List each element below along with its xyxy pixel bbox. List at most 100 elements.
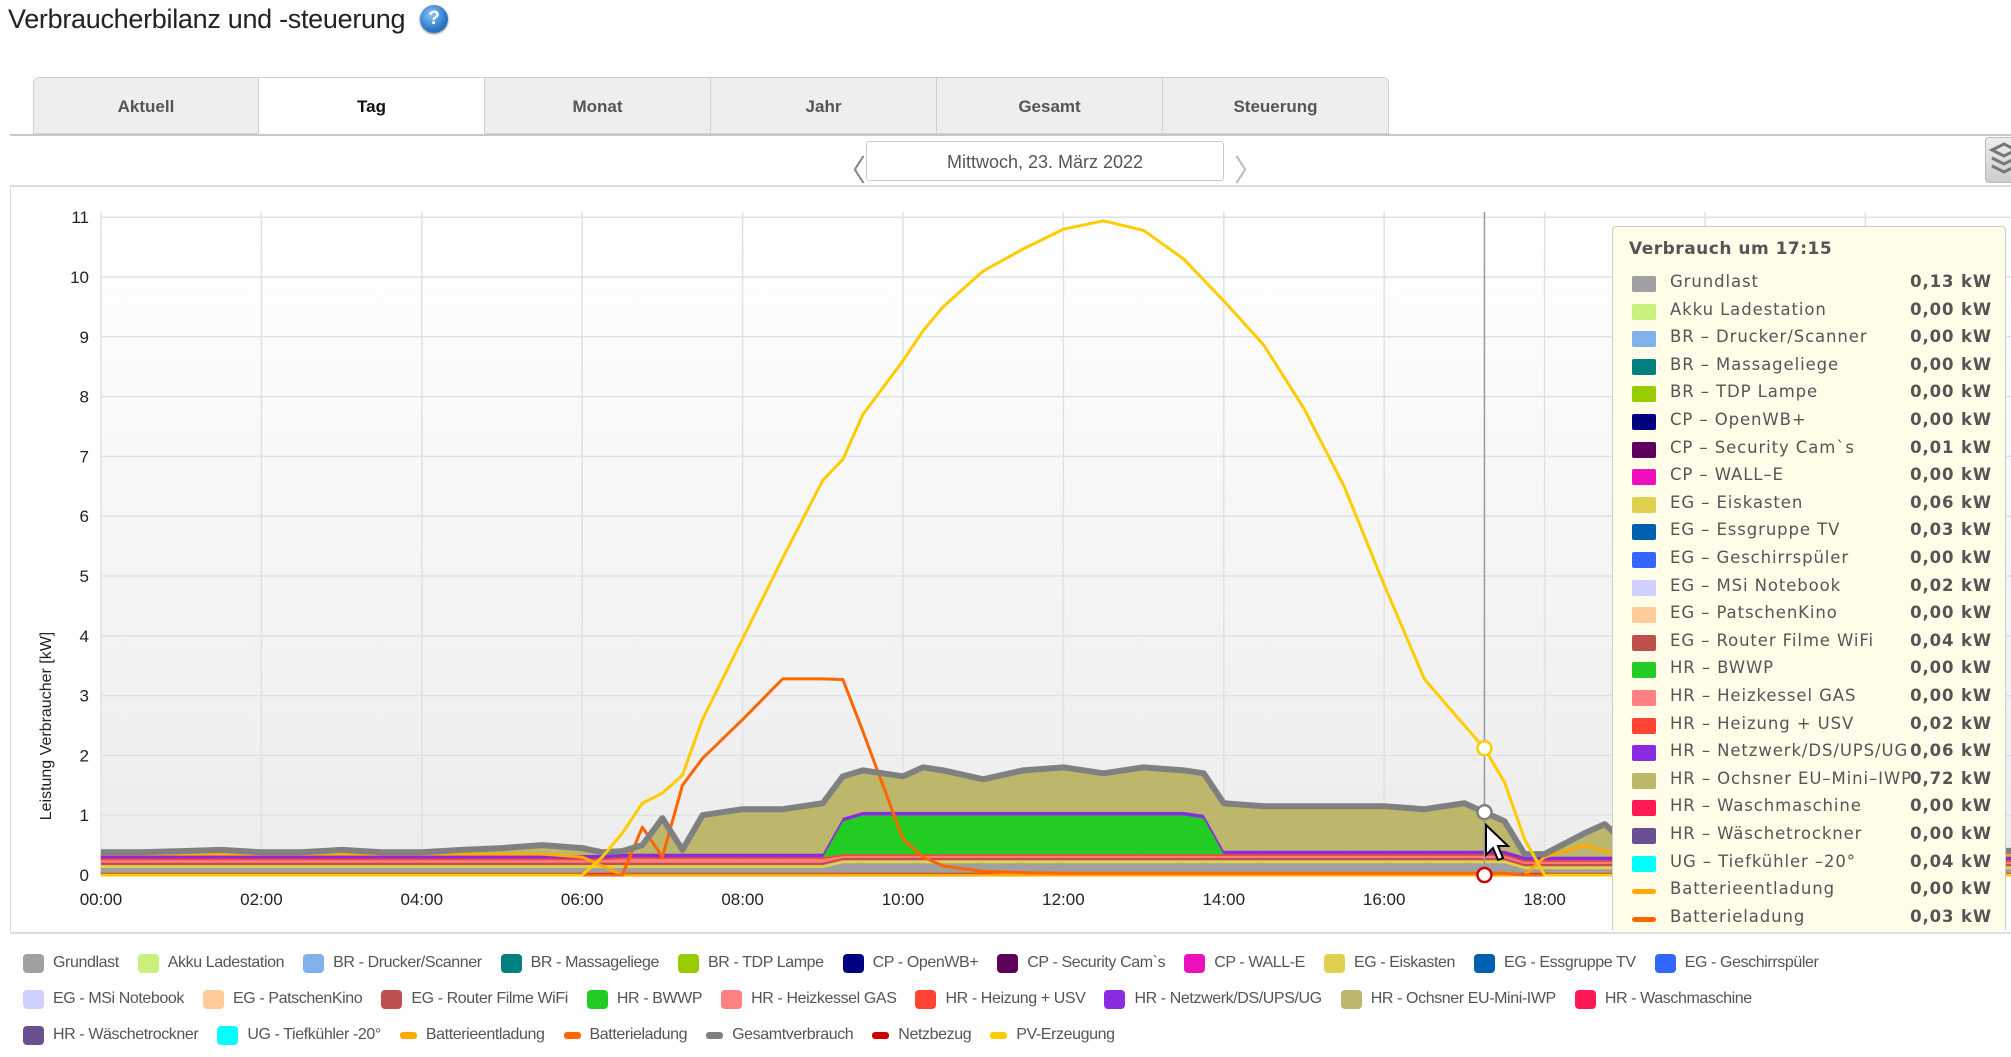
series-name: Batterieentladung xyxy=(1670,879,1835,899)
legend-item[interactable]: BR - TDP Lampe xyxy=(678,953,824,973)
tooltip-row: EG – Geschirrspüler 0,00 kW xyxy=(1632,548,1992,572)
legend-item[interactable]: HR - Waschmaschine xyxy=(1574,989,1752,1009)
series-value: 0,00 kW xyxy=(1910,548,1992,567)
legend-item[interactable]: HR - Heizkessel GAS xyxy=(721,989,897,1009)
series-name: CP – WALL–E xyxy=(1670,465,1784,485)
series-name: CP – OpenWB+ xyxy=(1670,410,1807,429)
series-swatch xyxy=(1632,496,1656,513)
legend-item[interactable]: EG - Router Filme WiFi xyxy=(381,989,568,1009)
legend-item[interactable]: HR - BWWP xyxy=(586,989,703,1009)
legend-label: PV-Erzeugung xyxy=(1016,1026,1115,1043)
tooltip-row: EG – PatschenKino 0,00 kW xyxy=(1632,603,1992,627)
tab-jahr[interactable]: Jahr xyxy=(711,77,937,134)
series-swatch xyxy=(1632,772,1656,789)
series-swatch xyxy=(1632,441,1656,458)
series-name: Grundlast xyxy=(1670,272,1759,291)
tooltip-row: HR – BWWP 0,00 kW xyxy=(1632,658,1992,682)
legend-item[interactable]: HR - Wäschetrockner xyxy=(23,1025,199,1045)
series-swatch xyxy=(1632,717,1656,734)
series-value: 0,00 kW xyxy=(1910,603,1992,623)
legend-item[interactable]: UG - Tiefkühler -20° xyxy=(217,1025,381,1045)
series-value: 0,06 kW xyxy=(1910,492,1992,512)
tooltip-row: HR – Heizung + USV 0,02 kW xyxy=(1632,714,1992,738)
series-value: 0,13 kW xyxy=(1910,272,1992,291)
tab-gesamt[interactable]: Gesamt xyxy=(937,77,1163,134)
series-name: EG – Eiskasten xyxy=(1670,492,1804,512)
tooltip-row: HR – Ochsner EU–Mini–IWP 0,72 kW xyxy=(1632,769,1992,793)
series-value: 0,02 kW xyxy=(1910,713,1992,733)
series-name: HR – Waschmaschine xyxy=(1670,796,1862,816)
series-name: HR – Heizkessel GAS xyxy=(1670,686,1857,705)
tooltip-row: EG – Eiskasten 0,06 kW xyxy=(1632,493,1992,517)
y-tick-label: 11 xyxy=(71,208,89,227)
legend-item[interactable]: EG - Eiskasten xyxy=(1323,953,1455,973)
y-axis-label: Leistung Verbraucher [kW] xyxy=(38,631,55,821)
legend-swatch xyxy=(706,1031,724,1039)
legend-label: Grundlast xyxy=(53,954,119,971)
tab-tag[interactable]: Tag xyxy=(259,77,485,134)
tooltip-row: EG – Router Filme WiFi 0,04 kW xyxy=(1632,631,1992,655)
tab-steuerung[interactable]: Steuerung xyxy=(1163,77,1389,134)
mouse-cursor-icon xyxy=(1485,823,1511,862)
series-swatch xyxy=(1632,386,1656,403)
legend-item[interactable]: EG - MSi Notebook xyxy=(23,989,184,1009)
tab-aktuell[interactable]: Aktuell xyxy=(33,77,259,134)
series-value: 0,00 kW xyxy=(1910,410,1992,429)
y-tick-label: 0 xyxy=(80,866,89,885)
line-batterieentladung xyxy=(101,843,2011,877)
prev-day-button[interactable]: 〈 xyxy=(836,154,866,189)
legend-swatch xyxy=(997,953,1019,973)
legend-item[interactable]: CP - OpenWB+ xyxy=(842,953,979,973)
legend-label: CP - Security Cam`s xyxy=(1027,954,1166,971)
x-tick-label: 10:00 xyxy=(882,890,925,909)
series-name: HR – Wäschetrockner xyxy=(1670,824,1863,843)
legend-swatch xyxy=(678,953,700,973)
legend-item[interactable]: EG - Essgruppe TV xyxy=(1474,953,1636,973)
legend-label: BR - Massageliege xyxy=(530,954,660,971)
legend-swatch xyxy=(23,953,44,973)
series-value: 0,00 kW xyxy=(1910,465,1992,485)
legend-item[interactable]: HR - Netzwerk/DS/UPS/UG xyxy=(1104,989,1322,1009)
legend-swatch xyxy=(915,989,937,1009)
x-tick-label: 18:00 xyxy=(1523,890,1566,909)
legend-item[interactable]: Gesamtverbrauch xyxy=(706,1026,854,1044)
legend-item[interactable]: CP - Security Cam`s xyxy=(997,953,1166,973)
legend-item[interactable]: Netzbezug xyxy=(872,1026,972,1044)
legend-item[interactable]: Grundlast xyxy=(23,953,119,973)
chart-menu-button[interactable] xyxy=(1985,137,2011,183)
tab-monat[interactable]: Monat xyxy=(485,77,711,134)
legend-swatch xyxy=(399,1031,417,1039)
legend-item[interactable]: Akku Ladestation xyxy=(137,953,285,973)
tooltip-row: CP – OpenWB+ 0,00 kW xyxy=(1632,410,1992,434)
legend-swatch xyxy=(872,1031,890,1039)
x-tick-label: 06:00 xyxy=(561,890,604,909)
series-swatch xyxy=(1632,552,1656,568)
legend-item[interactable]: BR - Massageliege xyxy=(500,953,660,973)
tooltip-row: Batterieentladung 0,00 kW xyxy=(1632,879,1992,903)
legend-item[interactable]: HR - Heizung + USV xyxy=(915,989,1086,1009)
legend-swatch xyxy=(1323,953,1345,973)
date-picker[interactable]: Mittwoch, 23. März 2022 xyxy=(866,141,1224,181)
next-day-button[interactable]: 〉 xyxy=(1234,154,1264,189)
tooltip-row: Grundlast 0,13 kW xyxy=(1632,272,1992,296)
legend-item[interactable]: CP - WALL-E xyxy=(1184,953,1305,973)
tooltip-row: HR – Netzwerk/DS/UPS/UG 0,06 kW xyxy=(1632,741,1992,765)
y-tick-label: 4 xyxy=(80,627,89,646)
legend-row: Grundlast Akku Ladestation BR - Drucker/Sc… xyxy=(23,945,1837,981)
legend-swatch xyxy=(203,989,225,1009)
legend-item[interactable]: EG - Geschirrspüler xyxy=(1654,953,1819,973)
series-name: BR – Massageliege xyxy=(1670,354,1840,374)
legend-item[interactable]: HR - Ochsner EU-Mini-IWP xyxy=(1340,989,1556,1009)
legend-row: EG - MSi Notebook EG - PatschenKino EG - R… xyxy=(23,981,1837,1017)
series-value: 0,02 kW xyxy=(1910,575,1992,595)
series-value: 0,03 kW xyxy=(1910,520,1992,540)
legend-item[interactable]: Batterieladung xyxy=(563,1026,688,1044)
legend-item[interactable]: EG - PatschenKino xyxy=(203,989,363,1009)
help-icon[interactable]: ? xyxy=(420,5,448,33)
legend-item[interactable]: BR - Drucker/Scanner xyxy=(303,953,482,973)
legend-label: CP - OpenWB+ xyxy=(872,954,979,971)
tooltip-row: BR – TDP Lampe 0,00 kW xyxy=(1632,382,1992,406)
legend-item[interactable]: PV-Erzeugung xyxy=(990,1026,1115,1044)
legend-item[interactable]: Batterieentladung xyxy=(399,1026,545,1044)
series-value: 0,06 kW xyxy=(1910,741,1992,761)
